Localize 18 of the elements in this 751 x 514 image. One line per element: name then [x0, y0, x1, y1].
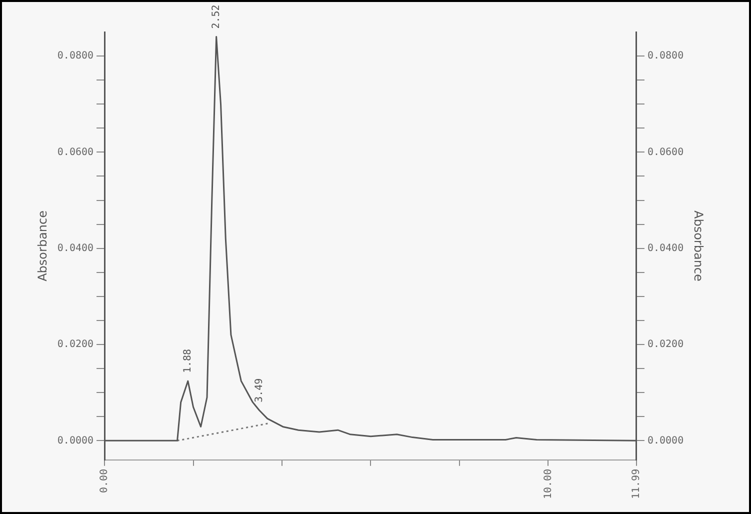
y-tick-label: 0.0800	[57, 50, 94, 62]
x-tick-label: 10.00	[542, 468, 554, 500]
y-tick-label: 0.0400	[57, 242, 94, 254]
y2-tick-label: 0.0200	[647, 339, 684, 350]
y2-tick-label: 0.0400	[647, 242, 684, 254]
y2-tick-label: 0.0600	[647, 146, 684, 158]
x-tick-label: 0.00	[99, 468, 110, 493]
y2-axis-title: Absorbance	[692, 210, 706, 282]
annotation: 3.49	[254, 378, 265, 402]
y-tick-label: 0.0200	[57, 339, 94, 350]
y-axis-title: Absorbance	[35, 210, 50, 282]
y2-tick-label: 0.0000	[647, 435, 684, 446]
annotation: 1.88	[182, 348, 194, 374]
y2-tick-label: 0.0800	[647, 50, 684, 62]
x-tick-label: 11.99	[631, 468, 642, 500]
annotation: 2.52	[210, 4, 222, 29]
y-tick-label: 0.0600	[57, 146, 94, 158]
y-tick-label: 0.0000	[57, 435, 94, 446]
